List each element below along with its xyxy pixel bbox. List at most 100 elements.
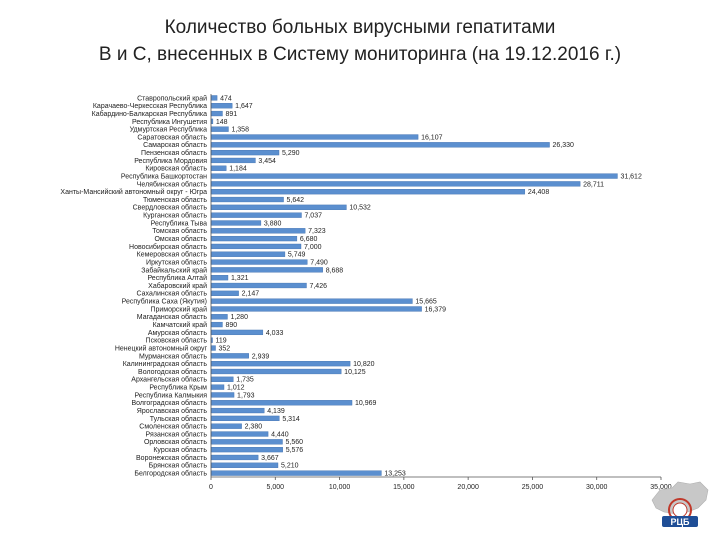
value-label: 474 (220, 95, 232, 102)
bar (210, 95, 218, 101)
value-label: 6,680 (300, 236, 318, 243)
category-label: Республика Башкортостан (121, 172, 207, 180)
x-tick-label: 15,000 (393, 484, 415, 491)
category-label: Республика Саха (Якутия) (122, 298, 207, 306)
value-label: 26,330 (553, 142, 575, 149)
bar (210, 470, 382, 476)
value-label: 7,490 (310, 259, 328, 266)
value-label: 148 (216, 119, 228, 126)
bar (210, 243, 302, 250)
category-label: Амурская область (148, 329, 207, 337)
bar (210, 415, 280, 422)
value-label: 3,880 (264, 220, 282, 227)
x-tick-label: 25,000 (522, 484, 544, 491)
category-label: Камчатский край (153, 321, 207, 329)
category-label: Вологодская область (138, 368, 207, 376)
bar (210, 353, 249, 359)
category-label: Свердловская область (133, 204, 208, 212)
category-label: Карачаево-Черкесская Республика (93, 102, 207, 110)
logo-text: РЦБ (670, 517, 690, 527)
value-label: 4,440 (271, 431, 289, 438)
bar (210, 306, 422, 312)
value-label: 1,735 (236, 377, 254, 384)
category-label: Республика Алтай (147, 274, 207, 282)
category-label: Республика Мордовия (134, 157, 207, 165)
bar (210, 454, 259, 461)
value-label: 1,358 (231, 127, 249, 134)
x-tick-label: 0 (209, 484, 213, 491)
value-label: 5,210 (281, 463, 299, 470)
bar (210, 290, 239, 296)
value-label: 7,323 (308, 228, 326, 235)
category-label: Белгородская область (134, 469, 207, 477)
category-label: Республика Крым (149, 384, 207, 392)
category-label: Архангельская область (131, 376, 207, 384)
value-label: 10,820 (353, 361, 375, 368)
value-label: 891 (225, 111, 237, 118)
bar (210, 392, 235, 398)
category-label: Челябинская область (137, 180, 208, 188)
bar (210, 196, 284, 203)
category-label: Пензенская область (141, 149, 207, 157)
category-label: Смоленская область (139, 423, 207, 431)
value-label: 24,408 (528, 189, 550, 196)
x-tick-label: 30,000 (586, 484, 608, 491)
category-label: Рязанская область (146, 430, 208, 438)
category-label: Иркутская область (146, 258, 207, 266)
bar (210, 173, 618, 179)
bar (210, 431, 269, 437)
category-label: Томская область (152, 227, 207, 235)
category-label: Республика Тыва (151, 219, 208, 227)
value-label: 5,560 (285, 439, 303, 446)
bar (210, 142, 550, 148)
value-label: 5,314 (282, 416, 300, 423)
category-label: Брянская область (149, 462, 208, 470)
category-label: Кировская область (145, 165, 207, 173)
bar (210, 110, 223, 117)
bar (210, 376, 234, 382)
value-label: 352 (219, 345, 231, 352)
bar (210, 345, 216, 351)
value-label: 1,793 (237, 392, 255, 399)
value-label: 2,380 (245, 424, 263, 431)
bar (210, 361, 351, 367)
bar (210, 149, 280, 156)
bar (210, 368, 342, 375)
category-label: Псковская область (146, 337, 208, 345)
category-label: Тульская область (150, 415, 208, 423)
value-label: 5,576 (286, 447, 304, 454)
bar (210, 423, 242, 429)
value-label: 15,665 (415, 299, 437, 306)
value-label: 7,426 (309, 283, 327, 290)
value-label: 1,012 (227, 385, 245, 392)
value-label: 2,939 (252, 353, 270, 360)
value-label: 10,125 (344, 369, 366, 376)
category-label: Новосибирская область (129, 243, 207, 251)
category-label: Приморский край (150, 305, 207, 313)
bar (210, 134, 419, 140)
bar (210, 251, 286, 257)
value-label: 1,321 (231, 275, 249, 282)
bar (210, 165, 227, 171)
value-label: 7,037 (304, 213, 322, 220)
x-tick-label: 35,000 (650, 484, 672, 491)
bar (210, 298, 413, 304)
category-label: Хабаровский край (148, 282, 207, 290)
bar (210, 384, 225, 390)
value-label: 5,642 (287, 197, 305, 204)
chart-title-line-1: Количество больных вирусными гепатитами (164, 17, 556, 38)
category-label: Магаданская область (137, 313, 208, 321)
category-label: Сахалинская область (137, 290, 208, 298)
value-label: 5,290 (282, 150, 300, 157)
bar (210, 259, 308, 265)
value-label: 7,000 (304, 244, 322, 251)
value-label: 16,107 (421, 134, 443, 141)
value-label: 119 (216, 338, 227, 345)
bar (210, 282, 307, 289)
chart-title-line-2: В и С, внесенных в Систему мониторинга (… (98, 44, 622, 65)
bar (210, 220, 262, 226)
bar (210, 275, 229, 281)
value-label: 890 (225, 322, 237, 329)
bar (210, 189, 526, 195)
